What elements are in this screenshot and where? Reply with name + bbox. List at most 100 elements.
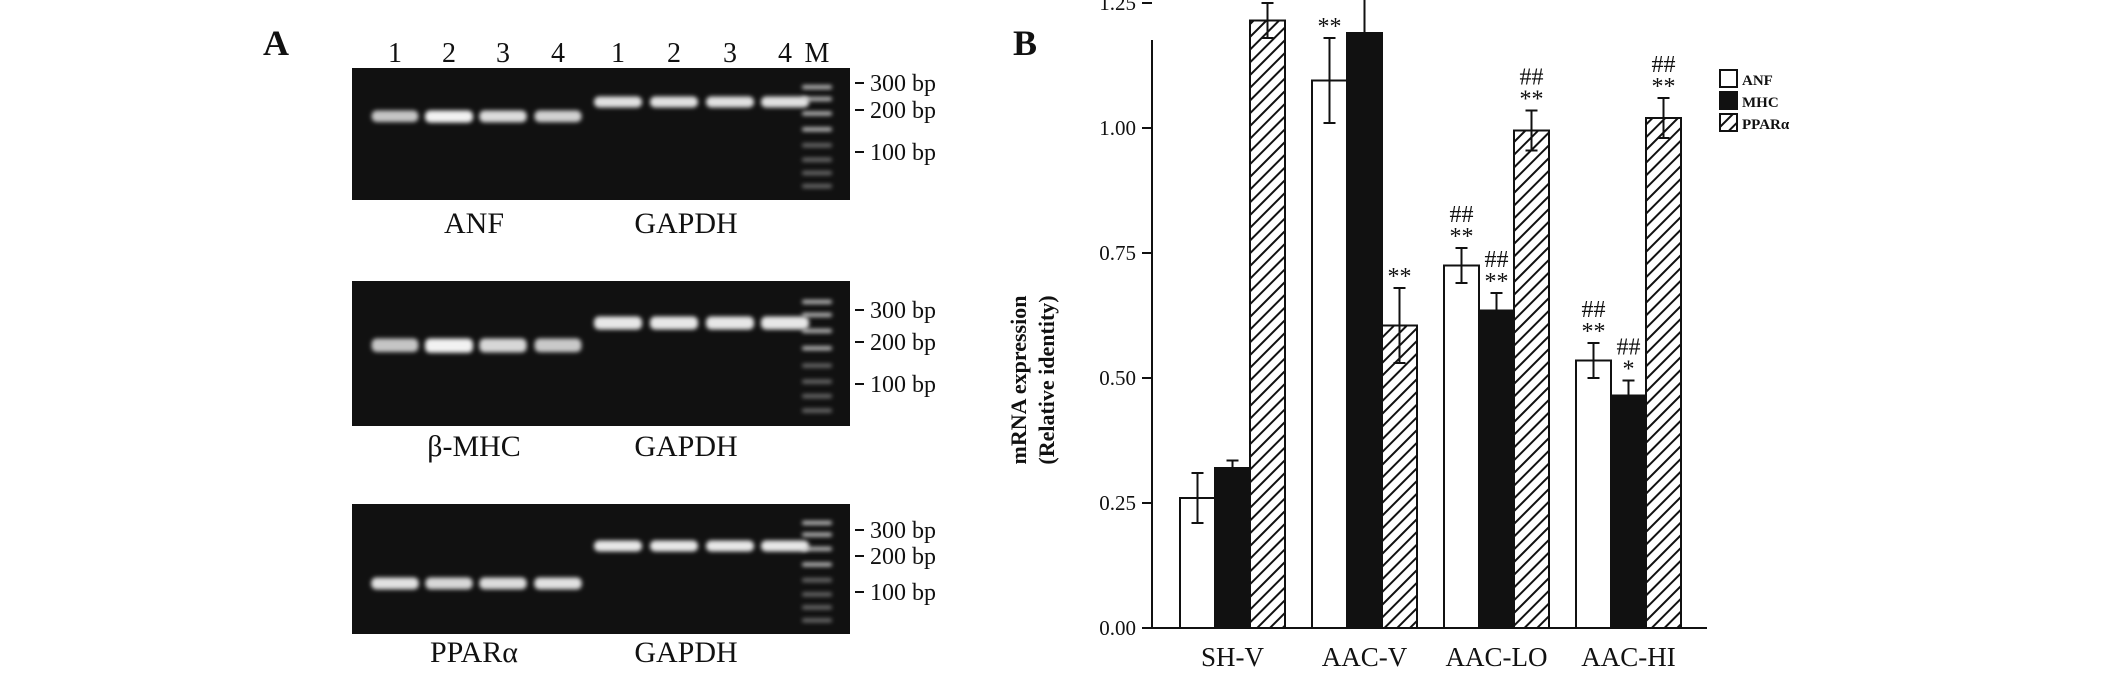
- x-category-label: AAC-LO: [1446, 642, 1548, 672]
- marker-size-label: 300 bp: [870, 298, 936, 324]
- legend: ANF MHC PPARα: [1719, 69, 1790, 133]
- bar-ppar: [1645, 117, 1682, 629]
- bar-ppar: [1513, 129, 1550, 629]
- significance-mark: **: [1582, 319, 1606, 345]
- significance-mark: **: [1318, 14, 1342, 40]
- x-category-label: AAC-HI: [1581, 642, 1676, 672]
- marker-size-label: 200 bp: [870, 98, 936, 124]
- target-band: [479, 110, 527, 123]
- y-axis-title-line2: (Relative identity): [1034, 295, 1059, 464]
- marker-band: [802, 394, 832, 399]
- legend-swatch: [1719, 69, 1738, 88]
- target-band: [425, 110, 473, 123]
- marker-band: [802, 184, 832, 189]
- y-tick-label: 1.00: [1099, 116, 1136, 140]
- reference-band: [706, 96, 754, 108]
- reference-band: [594, 540, 642, 552]
- reference-band: [594, 316, 642, 330]
- x-category-label: AAC-V: [1322, 642, 1408, 672]
- reference-band: [761, 316, 809, 330]
- bar-anf: [1443, 264, 1480, 629]
- marker-band: [802, 312, 832, 317]
- significance-mark: **: [1652, 74, 1676, 100]
- gel-reference-caption: GAPDH: [634, 207, 737, 240]
- target-band: [534, 338, 582, 353]
- significance-mark: ##: [1582, 297, 1606, 323]
- significance-mark: ##: [1652, 52, 1676, 78]
- y-tick-label: 0.50: [1099, 366, 1136, 390]
- lane-label: 4: [551, 38, 565, 69]
- significance-mark: *: [1623, 357, 1635, 383]
- target-band: [425, 338, 473, 353]
- lane-label: 2: [442, 38, 456, 69]
- marker-band: [802, 111, 832, 116]
- panel-a-label: A: [263, 23, 289, 63]
- gel-reference-caption: GAPDH: [634, 430, 737, 463]
- target-band: [534, 577, 582, 590]
- significance-mark: ##: [1450, 202, 1474, 228]
- marker-band: [802, 578, 832, 583]
- marker-size-label: 100 bp: [870, 580, 936, 606]
- marker-band: [802, 299, 832, 304]
- bar-anf: [1311, 79, 1348, 629]
- lane-label: 3: [723, 38, 737, 69]
- target-band: [479, 577, 527, 590]
- y-tick-label: 0.00: [1099, 616, 1136, 640]
- y-axis-title: mRNA expression (Relative identity): [1006, 295, 1059, 464]
- significance-mark: **: [1485, 269, 1509, 295]
- significance-mark: **: [1520, 87, 1544, 113]
- y-tick-label: 0.75: [1099, 241, 1136, 265]
- gel-target-caption: ANF: [444, 207, 504, 240]
- x-category-label: SH-V: [1201, 642, 1265, 672]
- gel-1: 300 bp 200 bp 100 bp β-MHC GAPDH: [352, 281, 936, 463]
- legend-label: ANF: [1742, 73, 1773, 89]
- marker-band: [802, 592, 832, 597]
- marker-band: [802, 520, 832, 525]
- legend-swatch: [1719, 113, 1738, 132]
- target-band: [371, 338, 419, 353]
- reference-band: [594, 96, 642, 108]
- lane-label: 4: [778, 38, 792, 69]
- marker-band: [802, 605, 832, 610]
- marker-band: [802, 562, 832, 567]
- marker-band: [802, 379, 832, 384]
- reference-band: [650, 316, 698, 330]
- gel-reference-caption: GAPDH: [634, 636, 737, 669]
- target-band: [479, 338, 527, 353]
- gel-target-caption: β-MHC: [427, 430, 521, 463]
- bar-ppar: [1249, 19, 1286, 629]
- marker-size-label: 200 bp: [870, 330, 936, 356]
- marker-band: [802, 157, 832, 162]
- lane-label: 2: [667, 38, 681, 69]
- significance-mark: **: [1388, 264, 1412, 290]
- significance-mark: ##: [1617, 335, 1641, 361]
- marker-band: [802, 170, 832, 175]
- legend-swatch: [1719, 91, 1738, 110]
- y-tick-label: 1.25: [1099, 0, 1136, 15]
- marker-band: [802, 546, 832, 551]
- reference-band: [761, 540, 809, 552]
- gel-background: [352, 281, 850, 426]
- bar-anf: [1575, 359, 1612, 629]
- marker-band: [802, 532, 832, 537]
- reference-band: [761, 96, 809, 108]
- marker-band: [802, 346, 832, 351]
- bar-chart: 0.00 0.25 0.50 0.75 1.00 1.25 SH-V ** ** ** AAC-V *…: [1099, 0, 1707, 672]
- marker-size-label: 200 bp: [870, 544, 936, 570]
- gel-target-caption: PPARα: [430, 636, 518, 669]
- significance-mark: ##: [1520, 65, 1544, 91]
- significance-mark: **: [1450, 224, 1474, 250]
- marker-band: [802, 408, 832, 413]
- target-band: [371, 577, 419, 590]
- reference-band: [706, 540, 754, 552]
- gel-background: [352, 504, 850, 634]
- marker-size-label: 300 bp: [870, 71, 936, 97]
- lane-label: M: [805, 38, 830, 69]
- panel-b-label: B: [1013, 23, 1037, 63]
- target-band: [534, 110, 582, 123]
